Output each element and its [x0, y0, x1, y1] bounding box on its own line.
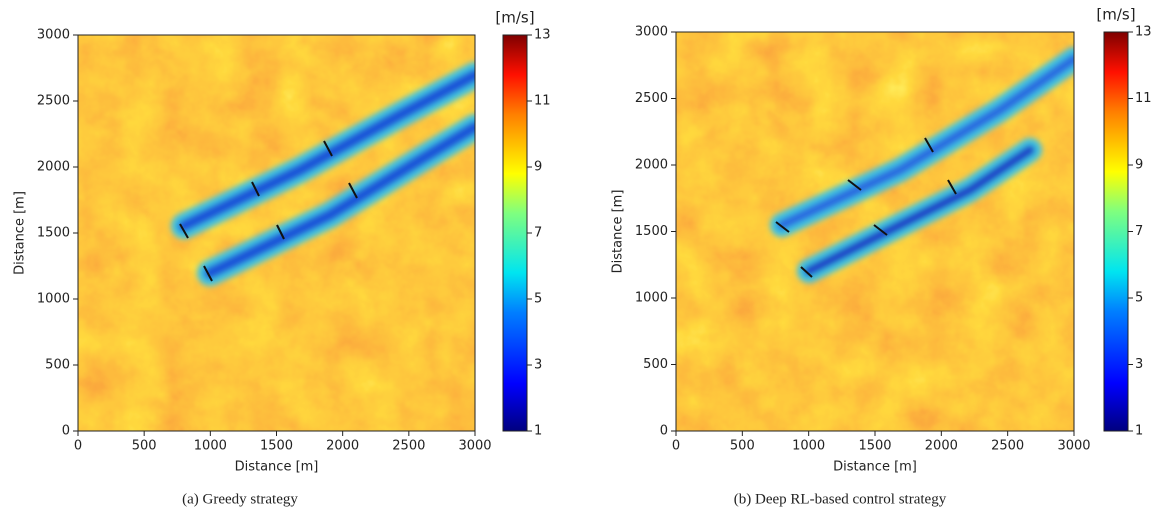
- y-tick-label: 1000: [37, 292, 70, 307]
- x-tick-label: 500: [132, 439, 157, 454]
- x-tick-label: 3000: [458, 439, 491, 454]
- y-axis-label: Distance [m]: [611, 190, 626, 274]
- y-tick-label: 0: [660, 424, 668, 439]
- y-tick-label: 3000: [635, 25, 668, 40]
- colorbar-tick-label: 11: [1135, 91, 1152, 106]
- x-tick-label: 0: [672, 439, 680, 454]
- colorbar-tick-label: 7: [1135, 224, 1143, 239]
- colorbar-tick-label: 7: [534, 226, 542, 241]
- colorbar-tick-label: 3: [1135, 357, 1143, 372]
- x-tick-label: 2000: [925, 439, 958, 454]
- colorbar-label: [m/s]: [495, 9, 534, 27]
- x-tick-label: 2500: [991, 439, 1024, 454]
- colorbar-tick-label: 5: [1135, 291, 1143, 306]
- y-tick-label: 1500: [635, 224, 668, 239]
- caption: (a) Greedy strategy: [182, 491, 298, 507]
- colorbar-tick-label: 9: [534, 160, 542, 175]
- caption: (b) Deep RL-based control strategy: [734, 491, 947, 507]
- colorbar-tick-label: 13: [1135, 25, 1152, 40]
- x-tick-label: 2000: [326, 439, 359, 454]
- y-axis-label: Distance [m]: [13, 191, 28, 275]
- colorbar-tick-label: 1: [1135, 424, 1143, 439]
- x-tick-label: 1000: [792, 439, 825, 454]
- x-tick-label: 3000: [1057, 439, 1090, 454]
- colorbar-tick-label: 1: [534, 424, 542, 439]
- field: [78, 35, 475, 431]
- y-tick-label: 2500: [37, 94, 70, 109]
- colorbar-tick-label: 9: [1135, 158, 1143, 173]
- x-tick-label: 500: [730, 439, 755, 454]
- y-tick-label: 3000: [37, 28, 70, 43]
- y-tick-label: 0: [62, 424, 70, 439]
- x-tick-label: 1500: [260, 439, 293, 454]
- x-tick-label: 2500: [392, 439, 425, 454]
- colorbar-label: [m/s]: [1096, 6, 1135, 24]
- colorbar-tick-label: 13: [534, 28, 551, 43]
- colorbar: [1103, 31, 1129, 432]
- x-axis-label: Distance [m]: [235, 460, 319, 475]
- x-tick-label: 1500: [858, 439, 891, 454]
- colorbar-tick-label: 11: [534, 94, 551, 109]
- colorbar-tick-label: 5: [534, 292, 542, 307]
- y-tick-label: 2000: [635, 158, 668, 173]
- colorbar-tick-label: 3: [534, 358, 542, 373]
- x-tick-label: 0: [74, 439, 82, 454]
- y-tick-label: 1000: [635, 291, 668, 306]
- field: [676, 32, 1074, 431]
- y-tick-label: 1500: [37, 226, 70, 241]
- y-tick-label: 2000: [37, 160, 70, 175]
- colorbar: [502, 34, 528, 432]
- x-tick-label: 1000: [194, 439, 227, 454]
- x-axis-label: Distance [m]: [833, 460, 917, 475]
- y-tick-label: 500: [643, 357, 668, 372]
- y-tick-label: 500: [45, 358, 70, 373]
- y-tick-label: 2500: [635, 91, 668, 106]
